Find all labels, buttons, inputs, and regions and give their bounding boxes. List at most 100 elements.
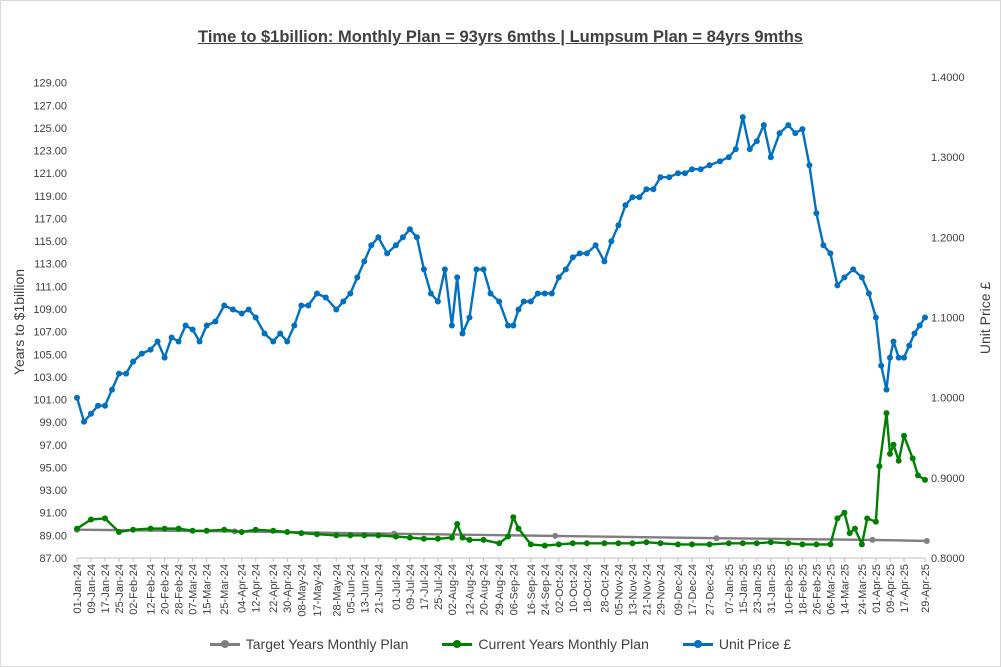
data-point — [629, 540, 636, 547]
data-point — [229, 306, 236, 313]
y-tick-label: 113.00 — [34, 259, 67, 271]
data-point — [189, 527, 196, 534]
data-point — [592, 242, 599, 249]
data-point — [298, 302, 305, 309]
data-point — [657, 174, 664, 181]
y-tick-label: 95.00 — [39, 462, 67, 474]
data-point — [399, 234, 406, 241]
x-tick-label: 28-Feb-24 — [174, 564, 186, 615]
data-point — [238, 310, 245, 317]
data-point — [168, 334, 175, 341]
x-tick-label: 17-May-24 — [312, 564, 324, 617]
data-point — [203, 527, 210, 534]
x-tick-label: 01-Jan-24 — [72, 564, 84, 614]
data-point — [520, 298, 527, 305]
data-point — [392, 533, 399, 540]
data-point — [887, 450, 893, 457]
data-point — [753, 540, 760, 547]
data-point — [636, 194, 643, 201]
y-tick-label: 99.00 — [39, 417, 67, 429]
y2-tick-label: 1.4000 — [931, 72, 965, 84]
data-point — [434, 535, 441, 542]
data-point — [130, 358, 137, 365]
data-point — [420, 266, 427, 273]
data-point — [876, 463, 883, 470]
data-point — [841, 509, 848, 516]
data-point — [361, 258, 368, 265]
data-point — [689, 541, 695, 548]
x-tick-label: 04-Apr-24 — [237, 564, 249, 613]
data-point — [420, 535, 427, 542]
data-point — [434, 298, 441, 305]
y2-tick-label: 0.9000 — [931, 473, 965, 485]
x-tick-label: 13-Nov-24 — [627, 564, 639, 615]
x-tick-label: 25-Jul-24 — [433, 564, 445, 610]
data-point — [333, 532, 340, 539]
data-point — [601, 258, 608, 265]
data-point — [827, 250, 834, 257]
data-point — [496, 540, 503, 547]
x-tick-label: 09-Dec-24 — [673, 564, 685, 615]
data-point — [182, 322, 189, 329]
data-point — [629, 194, 636, 201]
data-point — [102, 402, 108, 409]
y-tick-label: 129.00 — [33, 78, 67, 90]
data-point — [510, 322, 517, 329]
data-point — [448, 322, 455, 329]
data-point — [88, 516, 94, 523]
data-point — [583, 540, 590, 547]
x-tick-label: 31-Jan-25 — [766, 564, 778, 614]
data-point — [909, 455, 916, 462]
data-point — [548, 290, 555, 297]
data-point — [88, 410, 94, 417]
x-tick-label: 13-Jun-24 — [359, 564, 371, 614]
y-tick-label: 97.00 — [39, 440, 67, 452]
y-tick-label: 111.00 — [35, 281, 67, 293]
data-point — [261, 330, 268, 337]
legend-swatch — [209, 638, 240, 650]
data-point — [887, 354, 893, 361]
y2-tick-label: 1.2000 — [931, 232, 965, 244]
data-point — [901, 432, 907, 439]
data-point — [760, 122, 767, 129]
x-tick-label: 27-Dec-24 — [704, 564, 716, 615]
data-point — [827, 541, 834, 548]
data-point — [291, 322, 298, 329]
series-line — [76, 411, 926, 547]
x-tick-label: 14-Mar-25 — [839, 564, 851, 615]
y-tick-label: 109.00 — [33, 304, 67, 316]
data-point — [834, 282, 841, 289]
x-tick-label: 09-Apr-25 — [885, 564, 897, 613]
x-tick-label: 02-Oct-24 — [554, 564, 566, 613]
data-point — [657, 540, 664, 547]
data-point — [895, 457, 902, 464]
data-point — [515, 306, 522, 313]
data-point — [466, 314, 473, 321]
data-point — [161, 354, 168, 361]
data-point — [872, 518, 879, 525]
data-point — [354, 274, 361, 281]
data-point — [505, 533, 511, 540]
data-point — [375, 234, 382, 241]
data-point — [799, 126, 806, 133]
x-tick-label: 10-Feb-25 — [783, 564, 795, 615]
data-point — [74, 394, 80, 401]
data-point — [739, 114, 746, 121]
x-tick-label: 02-Feb-24 — [128, 564, 140, 615]
y-tick-label: 105.00 — [33, 349, 67, 361]
data-point — [813, 541, 820, 548]
data-point — [569, 540, 576, 547]
legend-entry: Target Years Monthly Plan — [209, 636, 408, 652]
data-point — [392, 242, 399, 249]
x-tick-label: 09-Jul-24 — [405, 564, 417, 610]
data-point — [277, 330, 284, 337]
data-point — [154, 338, 161, 345]
data-point — [138, 350, 145, 357]
x-tick-label: 15-Jan-25 — [738, 564, 750, 614]
y2-tick-label: 0.8000 — [931, 553, 965, 565]
data-point — [739, 540, 746, 547]
x-tick-label: 20-Aug-24 — [478, 564, 490, 615]
data-point — [340, 298, 347, 305]
data-point — [697, 166, 704, 173]
x-tick-label: 08-May-24 — [296, 564, 308, 617]
